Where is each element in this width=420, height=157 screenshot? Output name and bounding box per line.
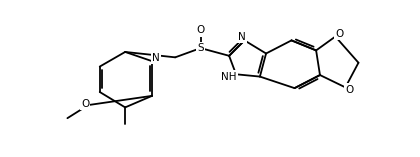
Text: N: N: [238, 32, 245, 42]
Text: O: O: [81, 99, 89, 108]
Text: O: O: [335, 29, 343, 39]
Text: O: O: [197, 25, 205, 35]
Text: NH: NH: [221, 72, 237, 82]
Text: O: O: [345, 85, 353, 95]
Text: S: S: [197, 43, 204, 53]
Text: N: N: [152, 53, 160, 63]
